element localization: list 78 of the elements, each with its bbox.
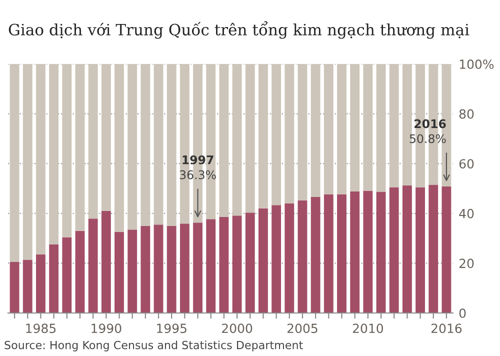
- bar: [36, 64, 46, 254]
- bar: [416, 187, 425, 313]
- bar: [284, 203, 294, 313]
- bar: [101, 64, 111, 211]
- bar: [363, 190, 373, 313]
- x-tick-label: 1985: [26, 324, 56, 334]
- x-tick-label: 1990: [92, 324, 122, 334]
- bar: [402, 186, 412, 313]
- bar: [36, 254, 46, 313]
- bar: [272, 64, 282, 206]
- bar: [324, 194, 334, 313]
- bar: [310, 64, 320, 197]
- bar: [140, 226, 150, 313]
- bar: [376, 64, 386, 192]
- bar: [245, 64, 255, 213]
- y-tick-label: 0: [459, 308, 466, 318]
- x-tick-label: 2005: [287, 324, 318, 334]
- bar: [219, 64, 229, 217]
- bar: [389, 64, 399, 188]
- x-tick-label: 2010: [352, 324, 383, 334]
- x-tick-label: 2000: [222, 324, 252, 334]
- y-tick-label: 60: [459, 159, 474, 169]
- bar: [324, 64, 334, 194]
- y-tick-label: 80: [459, 109, 474, 119]
- bar: [62, 237, 72, 313]
- bar: [62, 64, 72, 238]
- bar: [88, 218, 98, 313]
- bar: [337, 64, 346, 194]
- bar: [154, 64, 164, 225]
- bar: [298, 64, 308, 200]
- bar: [193, 222, 202, 313]
- bar: [140, 64, 150, 226]
- y-tick-label: 100%: [460, 59, 494, 69]
- bar: [350, 64, 360, 192]
- bar: [101, 210, 111, 313]
- bar: [88, 64, 98, 219]
- bar: [258, 208, 268, 313]
- bar: [114, 64, 124, 232]
- bar: [75, 64, 85, 231]
- bar: [442, 186, 452, 313]
- bar: [10, 262, 20, 313]
- bar: [128, 64, 138, 230]
- source-note: Source: Hong Kong Census and Statistics Department: [4, 340, 303, 352]
- bar: [75, 230, 85, 313]
- bar: [245, 212, 255, 313]
- bar: [166, 226, 176, 313]
- bar: [298, 200, 308, 313]
- bar: [310, 196, 320, 313]
- bar: [350, 191, 360, 313]
- annotation: 2016 50.8%: [410, 119, 446, 144]
- bar: [22, 260, 32, 313]
- bar: [376, 192, 386, 313]
- bar: [389, 187, 399, 313]
- bar: [206, 219, 216, 313]
- bar: [49, 244, 59, 313]
- bar: [22, 64, 32, 260]
- bar: [284, 64, 294, 204]
- bar: [258, 64, 268, 208]
- bar: [363, 64, 373, 191]
- bar: [232, 216, 242, 313]
- bar: [428, 184, 438, 313]
- bar: [219, 216, 229, 313]
- annotation: 1997 36.3%: [180, 155, 216, 180]
- y-tick-label: 40: [459, 208, 474, 218]
- bar: [180, 224, 190, 313]
- bar: [166, 64, 176, 226]
- bar: [154, 224, 164, 313]
- x-tick-label: 1995: [157, 324, 186, 334]
- bar: [114, 232, 124, 313]
- bar: [272, 205, 282, 313]
- x-tick-label: 2016: [431, 324, 462, 334]
- bar: [232, 64, 242, 216]
- bar: [49, 64, 59, 245]
- bar: [10, 64, 20, 262]
- chart-title: Giao dịch với Trung Quốc trên tổng kim ngạch thương mại: [8, 21, 470, 39]
- bar: [128, 230, 138, 313]
- bar: [337, 194, 346, 313]
- y-tick-label: 20: [459, 258, 474, 268]
